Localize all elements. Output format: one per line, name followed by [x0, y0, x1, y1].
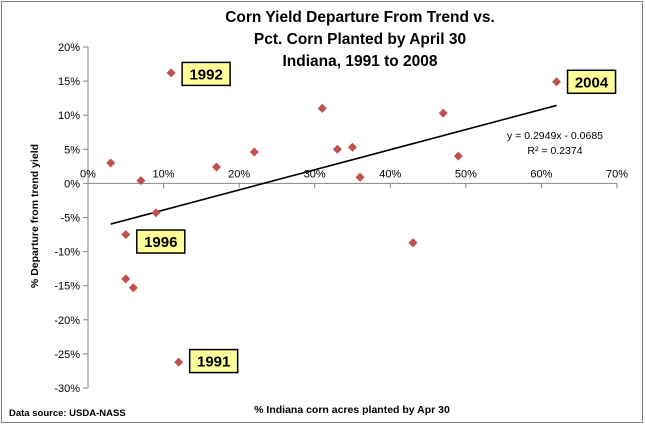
- x-tick-label: 60%: [530, 168, 552, 180]
- axes: [83, 47, 617, 388]
- data-point: [348, 143, 357, 152]
- trend-line: [111, 105, 557, 224]
- data-point: [174, 358, 183, 367]
- data-source-note: Data source: USDA-NASS: [9, 408, 126, 419]
- tick-labels: 20%15%10%5%0%-5%-10%-15%-20%-25%-30%0% 10…: [54, 42, 628, 395]
- callout-label: 1991: [197, 354, 230, 371]
- y-tick-label: -30%: [54, 383, 80, 395]
- y-tick-label: -20%: [54, 315, 80, 327]
- y-tick-label: 15%: [58, 76, 80, 88]
- y-tick-label: 10%: [58, 110, 80, 122]
- data-point: [121, 230, 130, 239]
- title-line-3: Indiana, 1991 to 2008: [282, 53, 437, 70]
- y-tick-label: -25%: [54, 349, 80, 361]
- data-point: [439, 109, 448, 118]
- callout-label: 1996: [144, 234, 177, 251]
- y-tick-label: 0%: [64, 178, 80, 190]
- data-point: [212, 163, 221, 172]
- data-point: [121, 274, 130, 283]
- y-tick-label: -5%: [60, 213, 80, 225]
- data-point: [250, 148, 259, 157]
- y-tick-label: 5%: [64, 144, 80, 156]
- data-point: [167, 68, 176, 77]
- x-tick-label: 70%: [606, 168, 628, 180]
- y-axis-label: % Departure from trend yield: [29, 144, 41, 288]
- data-point: [318, 104, 327, 113]
- data-point: [552, 77, 561, 86]
- y-tick-label: 20%: [58, 42, 80, 54]
- x-tick-label: 20%: [228, 168, 250, 180]
- title-line-2: Pct. Corn Planted by April 30: [254, 31, 466, 48]
- y-tick-label: -10%: [54, 247, 80, 259]
- callout-label: 1992: [189, 66, 222, 83]
- scatter-chart: Corn Yield Departure From Trend vs. Pct.…: [0, 0, 646, 426]
- trend-equation: y = 0.2949x - 0.0685: [507, 130, 603, 142]
- data-point: [152, 208, 161, 217]
- trendline: [111, 105, 557, 224]
- trend-r-squared: R² = 0.2374: [527, 145, 582, 157]
- chart-title: Corn Yield Departure From Trend vs. Pct.…: [225, 9, 495, 70]
- title-line-1: Corn Yield Departure From Trend vs.: [225, 9, 495, 26]
- data-point: [129, 283, 138, 292]
- data-point: [408, 238, 417, 247]
- callout-label: 2004: [575, 74, 609, 91]
- data-point: [333, 145, 342, 154]
- y-tick-label: -15%: [54, 281, 80, 293]
- data-point: [106, 158, 115, 167]
- x-tick-label: 50%: [455, 168, 477, 180]
- x-tick-label: 0%: [80, 168, 96, 180]
- x-tick-label: 10%: [153, 168, 175, 180]
- x-axis-label: % Indiana corn acres planted by Apr 30: [254, 404, 450, 416]
- data-points: [106, 68, 561, 366]
- data-point: [356, 173, 365, 182]
- data-point: [454, 152, 463, 161]
- x-tick-label: 40%: [379, 168, 401, 180]
